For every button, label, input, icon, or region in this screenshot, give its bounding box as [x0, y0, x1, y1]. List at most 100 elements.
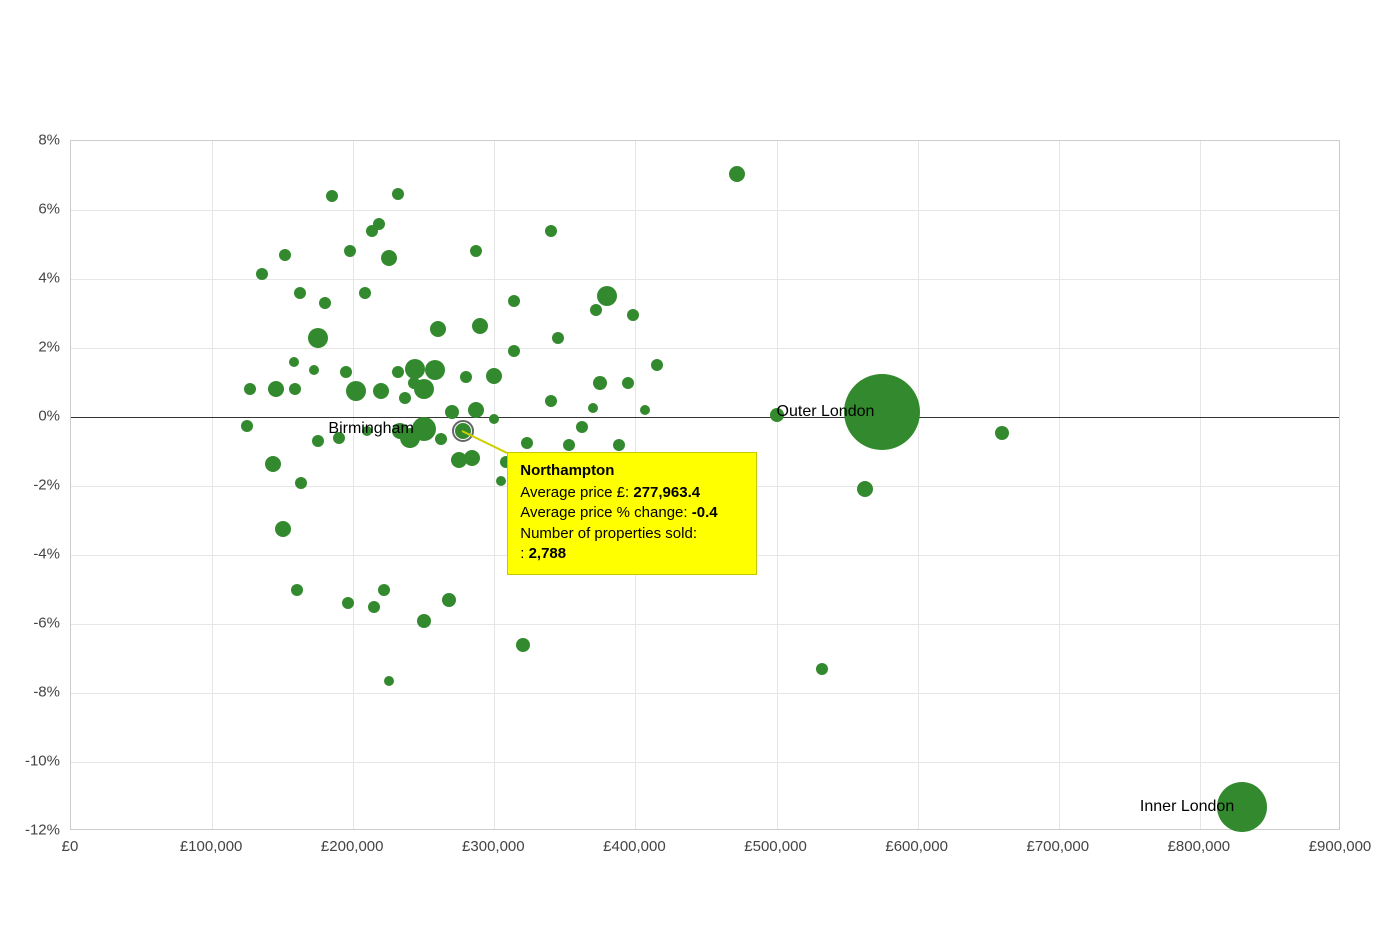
data-point[interactable]	[468, 402, 484, 418]
data-point[interactable]	[576, 421, 588, 433]
data-point[interactable]	[340, 366, 352, 378]
data-point[interactable]	[342, 597, 354, 609]
x-tick-label: £200,000	[321, 838, 384, 855]
data-point[interactable]	[344, 245, 356, 257]
data-point[interactable]	[309, 365, 319, 375]
data-point[interactable]	[417, 614, 431, 628]
data-point[interactable]	[593, 376, 607, 390]
y-tick-label: 4%	[38, 270, 60, 287]
data-point[interactable]	[256, 268, 268, 280]
data-point[interactable]	[486, 368, 502, 384]
tooltip-value: 277,963.4	[633, 484, 700, 501]
gridline-vertical	[212, 141, 213, 829]
x-tick-label: £600,000	[885, 838, 948, 855]
data-point[interactable]	[470, 245, 482, 257]
data-point[interactable]	[241, 420, 253, 432]
data-point[interactable]	[545, 395, 557, 407]
y-tick-label: -12%	[25, 822, 60, 839]
tooltip-label: Average price £:	[520, 484, 633, 501]
data-point[interactable]	[359, 287, 371, 299]
data-point[interactable]	[590, 304, 602, 316]
data-point[interactable]	[613, 439, 625, 451]
data-point[interactable]	[588, 403, 598, 413]
data-point-label: Birmingham	[328, 420, 413, 438]
data-point[interactable]	[392, 188, 404, 200]
data-point[interactable]	[442, 593, 456, 607]
data-point[interactable]	[368, 601, 380, 613]
data-point[interactable]	[291, 584, 303, 596]
data-point[interactable]	[460, 371, 472, 383]
data-point[interactable]	[451, 452, 467, 468]
gridline-horizontal	[71, 624, 1339, 625]
data-point[interactable]	[640, 405, 650, 415]
data-point[interactable]	[308, 328, 328, 348]
data-point[interactable]	[275, 521, 291, 537]
data-point[interactable]	[816, 663, 828, 675]
data-point[interactable]	[508, 345, 520, 357]
x-tick-label: £700,000	[1026, 838, 1089, 855]
data-point[interactable]	[378, 584, 390, 596]
data-point[interactable]	[597, 286, 617, 306]
gridline-horizontal	[71, 693, 1339, 694]
data-point[interactable]	[430, 321, 446, 337]
data-point[interactable]	[995, 426, 1009, 440]
data-point[interactable]	[521, 437, 533, 449]
gridline-vertical	[1059, 141, 1060, 829]
data-point[interactable]	[552, 332, 564, 344]
data-point[interactable]	[857, 481, 873, 497]
y-tick-label: -8%	[33, 684, 60, 701]
data-point[interactable]	[279, 249, 291, 261]
data-point[interactable]	[289, 383, 301, 395]
data-point[interactable]	[563, 439, 575, 451]
data-point[interactable]	[399, 392, 411, 404]
x-tick-label: £0	[62, 838, 79, 855]
tooltip-label: Number of properties sold:	[520, 525, 697, 542]
data-point[interactable]	[414, 379, 434, 399]
gridline-horizontal	[71, 348, 1339, 349]
tooltip-label: :	[520, 545, 528, 562]
data-point[interactable]	[326, 190, 338, 202]
data-point[interactable]	[384, 676, 394, 686]
data-point-label: Outer London	[777, 403, 875, 421]
tooltip-row: Average price £: 277,963.4	[520, 483, 744, 503]
data-point[interactable]	[381, 250, 397, 266]
data-point[interactable]	[244, 383, 256, 395]
data-point[interactable]	[622, 377, 634, 389]
data-point[interactable]	[627, 309, 639, 321]
data-point[interactable]	[489, 414, 499, 424]
data-point[interactable]	[366, 225, 378, 237]
data-point[interactable]	[289, 357, 299, 367]
data-point[interactable]	[545, 225, 557, 237]
data-point[interactable]	[412, 417, 436, 441]
gridline-vertical	[494, 141, 495, 829]
gridline-horizontal	[71, 762, 1339, 763]
data-point[interactable]	[508, 295, 520, 307]
data-point[interactable]	[435, 433, 447, 445]
data-point[interactable]	[516, 638, 530, 652]
tooltip-row: : 2,788	[520, 544, 744, 564]
x-tick-label: £500,000	[744, 838, 807, 855]
data-point[interactable]	[312, 435, 324, 447]
data-point[interactable]	[425, 360, 445, 380]
data-point[interactable]	[295, 477, 307, 489]
data-point[interactable]	[496, 476, 506, 486]
data-point[interactable]	[729, 166, 745, 182]
x-tick-label: £900,000	[1309, 838, 1372, 855]
y-tick-label: 2%	[38, 339, 60, 356]
data-point[interactable]	[319, 297, 331, 309]
data-point[interactable]	[392, 366, 404, 378]
data-point[interactable]	[472, 318, 488, 334]
data-point[interactable]	[445, 405, 459, 419]
data-point[interactable]	[651, 359, 663, 371]
gridline-horizontal	[71, 210, 1339, 211]
data-point[interactable]	[294, 287, 306, 299]
data-point[interactable]	[268, 381, 284, 397]
data-point[interactable]	[373, 383, 389, 399]
gridline-vertical	[777, 141, 778, 829]
y-tick-label: -4%	[33, 546, 60, 563]
data-point[interactable]	[346, 381, 366, 401]
tooltip: Northampton Average price £: 277,963.4 A…	[507, 452, 757, 575]
gridline-vertical	[918, 141, 919, 829]
data-point[interactable]	[265, 456, 281, 472]
tooltip-row: Average price % change: -0.4	[520, 503, 744, 523]
